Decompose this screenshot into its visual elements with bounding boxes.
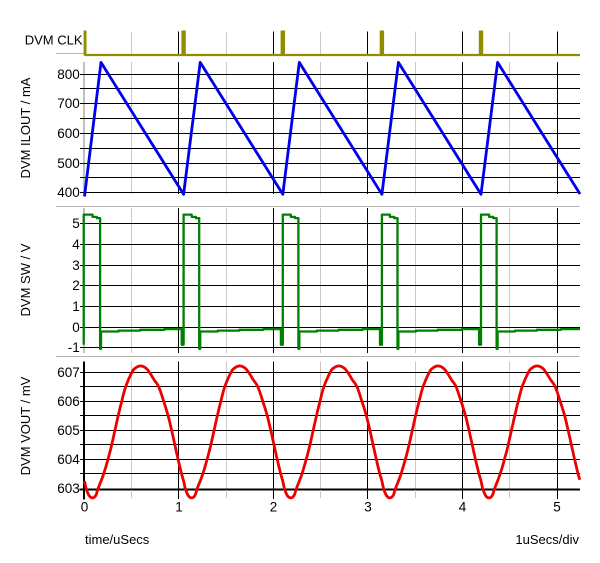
svg-text:-1: -1	[68, 340, 80, 355]
svg-text:400: 400	[57, 185, 80, 200]
svg-text:1: 1	[72, 299, 80, 314]
svg-text:700: 700	[57, 96, 80, 111]
svg-text:1uSecs/div: 1uSecs/div	[515, 532, 579, 547]
svg-text:600: 600	[57, 126, 80, 141]
svg-text:0: 0	[72, 320, 80, 335]
svg-text:DVM ILOUT / mA: DVM ILOUT / mA	[18, 77, 33, 178]
svg-text:603: 603	[57, 481, 80, 496]
svg-text:604: 604	[57, 452, 80, 467]
svg-text:2: 2	[72, 278, 80, 293]
svg-text:4: 4	[459, 500, 467, 515]
svg-text:4: 4	[72, 237, 80, 252]
svg-text:2: 2	[270, 500, 278, 515]
svg-text:0: 0	[81, 500, 89, 515]
svg-text:DVM VOUT / mV: DVM VOUT / mV	[18, 376, 33, 475]
svg-text:607: 607	[57, 365, 80, 380]
svg-text:time/uSecs: time/uSecs	[85, 532, 150, 547]
svg-text:500: 500	[57, 156, 80, 171]
svg-text:5: 5	[553, 500, 561, 515]
svg-text:3: 3	[72, 258, 80, 273]
svg-text:DVM CLK: DVM CLK	[25, 33, 83, 48]
svg-text:605: 605	[57, 423, 80, 438]
svg-text:800: 800	[57, 67, 80, 82]
svg-text:5: 5	[72, 216, 80, 231]
svg-text:3: 3	[364, 500, 372, 515]
svg-text:DVM SW / V: DVM SW / V	[18, 243, 33, 316]
svg-text:606: 606	[57, 394, 80, 409]
svg-text:1: 1	[175, 500, 183, 515]
